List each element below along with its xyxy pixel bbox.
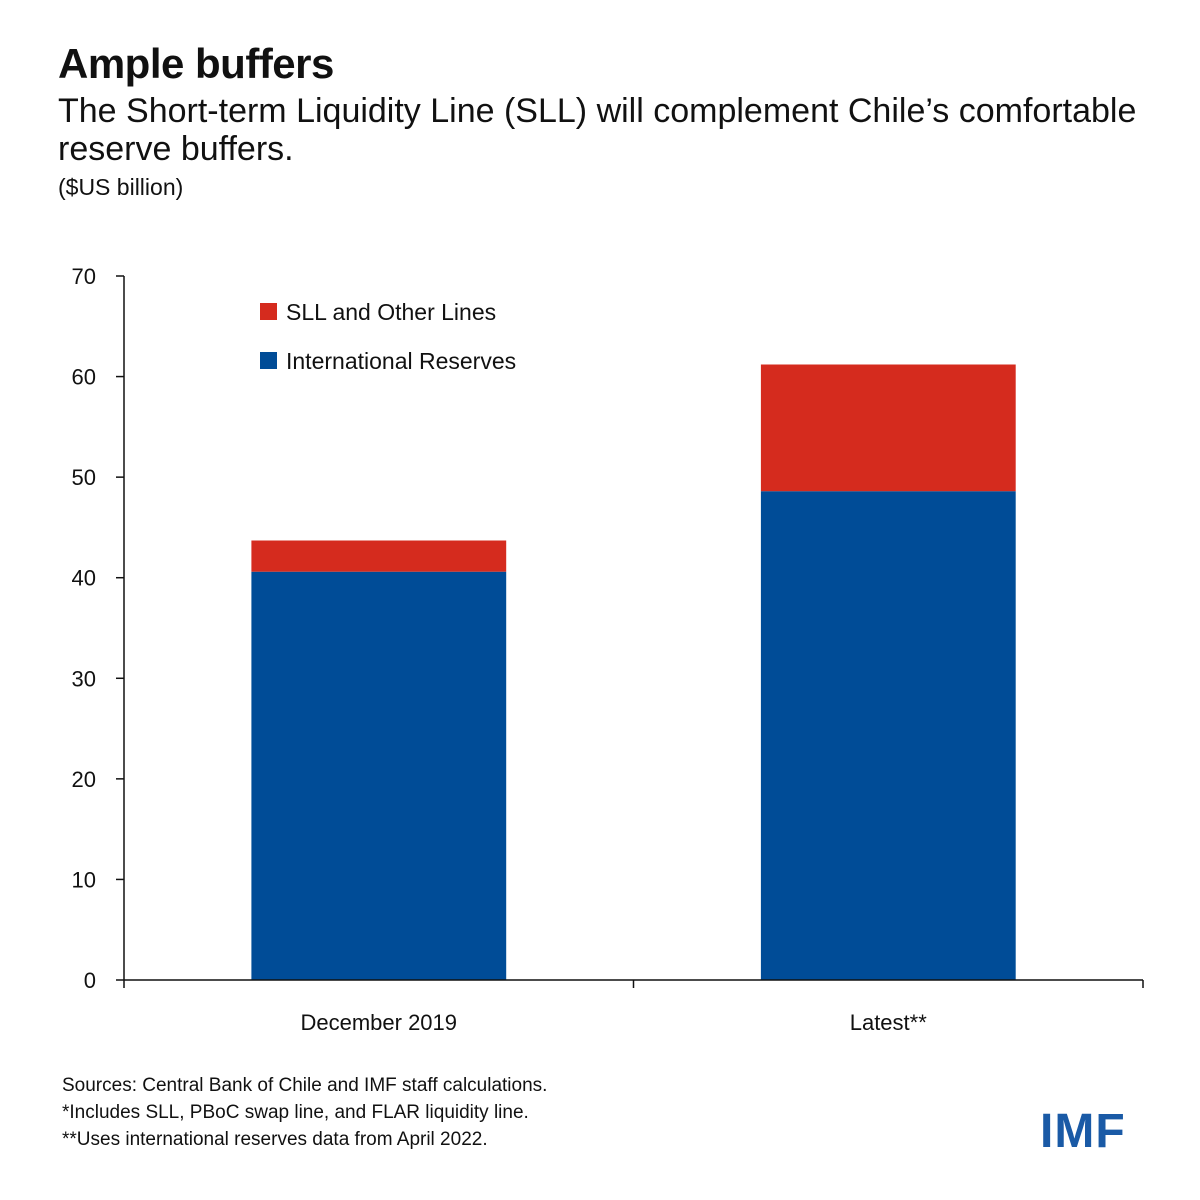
sources-note: Sources: Central Bank of Chile and IMF s… xyxy=(62,1075,548,1096)
bar-sll-and-other-lines-latest xyxy=(760,364,1016,492)
legend-label-international-reserves: International Reserves xyxy=(286,348,516,374)
imf-logo: IMF xyxy=(1040,1105,1126,1158)
bars-layer xyxy=(251,364,1016,980)
y-tick-label-0: 0 xyxy=(84,968,96,993)
y-tick-label-60: 60 xyxy=(72,365,96,390)
legend-label-sll-and-other-lines: SLL and Other Lines xyxy=(286,299,496,325)
chart-subtitle: The Short-term Liquidity Line (SLL) will… xyxy=(58,92,1137,168)
bar-sll-and-other-lines-december-2019 xyxy=(251,540,507,572)
legend-swatch-sll-and-other-lines xyxy=(260,303,277,320)
footnote-2: **Uses international reserves data from … xyxy=(62,1129,488,1150)
chart-title: Ample buffers xyxy=(58,40,334,87)
x-tick-label-december-2019: December 2019 xyxy=(300,1010,457,1035)
bar-international-reserves-latest xyxy=(760,491,1016,980)
axes-layer: December 2019 Latest** 0 10 20 30 40 50 60 70 xyxy=(72,264,1144,1035)
y-tick-label-70: 70 xyxy=(72,264,96,289)
bar-international-reserves-december-2019 xyxy=(251,571,507,980)
legend-swatch-international-reserves xyxy=(260,352,277,369)
units-label: ($US billion) xyxy=(58,174,184,200)
y-tick-label-30: 30 xyxy=(72,666,96,691)
y-tick-label-50: 50 xyxy=(72,465,96,490)
footnote-1: *Includes SLL, PBoC swap line, and FLAR … xyxy=(62,1102,529,1123)
legend-layer: SLL and Other Lines International Reserve… xyxy=(260,299,516,374)
y-tick-label-20: 20 xyxy=(72,767,96,792)
y-tick-label-10: 10 xyxy=(72,867,96,892)
footnotes: Sources: Central Bank of Chile and IMF s… xyxy=(62,1072,547,1153)
stacked-bar-chart: December 2019 Latest** 0 10 20 30 40 50 60 70 SLL… xyxy=(72,264,1144,1035)
y-tick-label-40: 40 xyxy=(72,566,96,591)
x-tick-label-latest: Latest** xyxy=(850,1010,927,1035)
